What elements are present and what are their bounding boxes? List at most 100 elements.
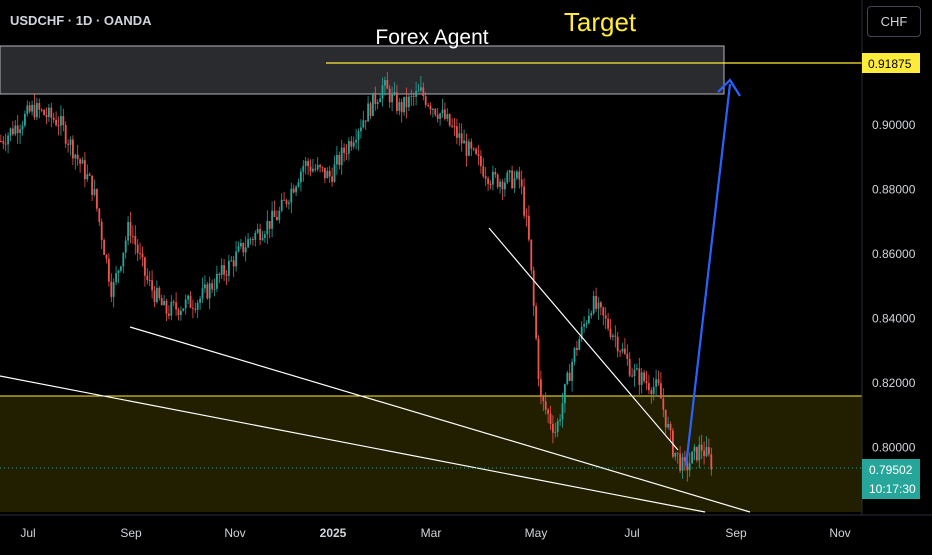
candle-up [463, 140, 465, 144]
candle-up [124, 240, 127, 253]
candle-up [360, 127, 362, 132]
candle-up [554, 431, 557, 433]
candle-up [184, 299, 187, 309]
candle-up [513, 178, 516, 189]
resistance-zone[interactable] [0, 45, 725, 95]
candle-down [158, 287, 161, 299]
candle-down [132, 235, 134, 237]
price-axis[interactable]: 0.80000 0.82000 0.84000 0.86000 0.88000 0.900… [872, 118, 916, 455]
trendline-wedge-upper[interactable] [488, 227, 679, 451]
trendline-lower-2[interactable] [0, 375, 706, 513]
candle-down [528, 215, 530, 240]
candle-up [256, 229, 259, 233]
time-tick-label: Mar [421, 526, 442, 540]
candle-down [129, 222, 132, 236]
candle-up [93, 188, 96, 195]
candle-down [405, 96, 408, 108]
candle-up [266, 221, 269, 235]
candle-up [652, 386, 655, 395]
candle-down [148, 279, 151, 281]
candle-down [177, 309, 180, 316]
candle-up [201, 288, 204, 299]
candle-up [621, 348, 624, 352]
candle-up [326, 170, 329, 179]
candle-down [614, 335, 617, 337]
candle-up [288, 202, 290, 204]
candle-up [26, 105, 29, 114]
candle-down [55, 119, 57, 126]
currency-button[interactable]: CHF [867, 6, 921, 37]
candle-up [336, 154, 338, 165]
trendline-lower-1[interactable] [129, 326, 751, 513]
candle-down [151, 280, 153, 291]
candle-up [441, 109, 444, 114]
target-price-tag [862, 53, 920, 73]
candle-down [225, 274, 228, 276]
candle-up [408, 96, 410, 108]
price-tick-label: 0.82000 [872, 376, 916, 390]
candle-up [122, 252, 125, 267]
candle-up [316, 164, 319, 170]
candles-group [0, 72, 713, 482]
time-tick-label: Nov [224, 526, 245, 540]
candle-up [156, 287, 158, 303]
candle-down [67, 143, 69, 145]
candle-down [91, 175, 93, 195]
candle-down [374, 92, 377, 104]
candle-down [400, 101, 403, 113]
candle-up [182, 308, 185, 311]
candle-up [357, 131, 360, 140]
candle-up [705, 447, 708, 457]
candle-up [691, 451, 693, 464]
projection-arrow-line[interactable] [684, 83, 732, 467]
candle-up [36, 103, 38, 118]
candle-up [355, 139, 357, 143]
candle-up [170, 301, 173, 316]
price-tick-label: 0.84000 [872, 311, 916, 325]
candle-down [388, 88, 391, 103]
candle-up [564, 384, 566, 404]
candle-down [57, 125, 60, 127]
time-axis[interactable]: Jul Sep Nov 2025 Mar May Jul Sep Nov [20, 526, 850, 540]
candle-up [367, 103, 369, 122]
candle-down [396, 92, 398, 111]
candle-up [300, 171, 302, 183]
candle-down [321, 167, 324, 169]
candle-up [432, 108, 434, 110]
candle-down [0, 140, 2, 142]
candle-down [38, 103, 41, 110]
candle-up [674, 452, 677, 457]
candle-down [679, 453, 681, 471]
candle-down [16, 125, 19, 134]
time-tick-label: Jul [624, 526, 639, 540]
candle-up [295, 186, 297, 193]
candle-down [386, 80, 389, 89]
candle-up [48, 107, 50, 117]
price-tick-label: 0.86000 [872, 247, 916, 261]
candle-down [451, 125, 453, 127]
candle-down [460, 133, 463, 144]
candle-down [2, 141, 5, 144]
candle-down [105, 254, 108, 259]
candle-down [45, 115, 48, 117]
candle-down [110, 281, 113, 297]
support-zone[interactable] [0, 396, 862, 512]
candle-down [259, 229, 261, 240]
candle-down [12, 128, 14, 135]
candle-down [530, 239, 533, 271]
candle-up [420, 87, 422, 91]
candle-down [631, 375, 633, 377]
candle-down [700, 444, 703, 451]
candle-down [470, 141, 473, 149]
candle-down [424, 96, 427, 105]
candle-up [398, 101, 401, 111]
candle-down [568, 372, 571, 381]
candle-down [540, 379, 542, 396]
candle-up [439, 113, 441, 119]
candle-up [504, 182, 506, 190]
candle-up [667, 423, 669, 428]
last-price-tag [862, 459, 920, 499]
candle-down [549, 413, 552, 424]
